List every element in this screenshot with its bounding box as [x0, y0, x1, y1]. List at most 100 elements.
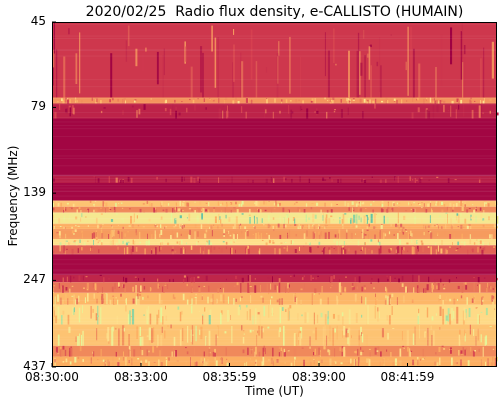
- spectrogram-streak: [326, 209, 329, 213]
- spectrogram-streak: [436, 362, 439, 367]
- spectrogram-streak: [320, 359, 323, 364]
- spectrogram-streak: [347, 203, 350, 206]
- spectrogram-streak: [252, 179, 254, 183]
- spectrogram-streak: [294, 203, 296, 205]
- spectrogram-streak: [52, 287, 55, 293]
- spectrogram-streak: [264, 209, 267, 212]
- spectrogram-streak: [115, 297, 117, 299]
- spectrogram-streak: [487, 242, 490, 246]
- spectrogram-streak: [493, 224, 496, 228]
- spectrogram-streak: [465, 212, 467, 221]
- spectrogram-streak: [163, 204, 166, 207]
- spectrogram-streak: [74, 202, 77, 207]
- spectrogram-streak: [112, 357, 114, 367]
- spectrogram-streak: [312, 330, 315, 334]
- spectrogram-streak: [361, 333, 364, 343]
- spectrogram-streak: [351, 201, 354, 205]
- spectrogram-streak: [321, 250, 324, 252]
- spectrogram-streak: [147, 306, 150, 321]
- spectrogram-streak: [489, 234, 491, 239]
- spectrogram-streak: [420, 179, 422, 183]
- spectrogram-streak: [182, 210, 184, 212]
- spectrogram-streak: [222, 357, 224, 358]
- spectrogram-streak: [388, 209, 390, 211]
- spectrogram-streak: [178, 239, 181, 241]
- spectrogram-streak: [214, 351, 216, 357]
- spectrogram-streak: [326, 111, 328, 119]
- spectrogram-streak: [230, 209, 232, 213]
- spectrogram-streak: [218, 239, 220, 241]
- spectrogram-streak: [492, 295, 495, 299]
- spectrogram-streak: [283, 176, 286, 182]
- spectrogram-streak: [221, 223, 223, 227]
- spectrogram-streak: [60, 297, 62, 305]
- spectrogram-streak: [75, 216, 78, 220]
- spectrogram-streak: [268, 292, 270, 295]
- spectrogram-streak: [79, 32, 81, 94]
- spectrogram-streak: [473, 282, 476, 292]
- spectrogram-streak: [288, 229, 291, 238]
- spectrogram-streak: [58, 218, 61, 224]
- spectrogram-streak: [318, 241, 321, 245]
- spectrogram-streak: [482, 248, 484, 250]
- spectrogram-streak: [316, 314, 319, 324]
- spectrogram-streak: [165, 99, 167, 103]
- spectrogram-streak: [465, 347, 467, 350]
- spectrogram-streak: [473, 242, 476, 245]
- spectrogram-streak: [366, 358, 368, 363]
- spectrogram-streak: [225, 203, 228, 207]
- spectrogram-streak: [172, 208, 174, 213]
- spectrogram-streak: [111, 327, 114, 346]
- spectrogram-streak: [478, 105, 481, 118]
- spectrogram-streak: [254, 278, 256, 280]
- spectrogram-streak: [394, 176, 395, 181]
- spectrogram-streak: [125, 40, 128, 62]
- spectrogram-streak: [197, 241, 199, 243]
- spectrogram-striation: [52, 102, 497, 104]
- spectrogram-streak: [65, 287, 68, 291]
- spectrogram-striation: [52, 174, 497, 176]
- spectrogram-streak: [246, 361, 248, 367]
- spectrogram-streak: [237, 306, 240, 316]
- spectrogram-streak: [410, 208, 412, 210]
- spectrogram-streak: [482, 346, 484, 357]
- spectrogram-streak: [124, 100, 126, 104]
- spectrogram-streak: [464, 333, 466, 342]
- spectrogram-streak: [99, 274, 102, 276]
- spectrogram-band: [52, 175, 497, 184]
- spectrogram-streak: [310, 275, 312, 281]
- plot-frame: [52, 22, 497, 367]
- spectrogram-streak: [59, 104, 61, 110]
- spectrogram-streak: [288, 287, 291, 293]
- spectrogram-streak: [427, 231, 430, 233]
- spectrogram-streak: [133, 213, 135, 223]
- spectrogram-streak: [287, 349, 289, 351]
- spectrogram-streak: [475, 215, 477, 223]
- spectrogram-striation: [52, 321, 497, 322]
- spectrogram-streak: [441, 226, 443, 229]
- spectrogram-streak: [186, 202, 189, 207]
- spectrogram-streak: [157, 294, 159, 303]
- spectrogram-streak: [196, 241, 198, 246]
- spectrogram-striation: [52, 338, 497, 340]
- spectrogram-streak: [338, 282, 341, 293]
- spectrogram-streak: [170, 235, 173, 239]
- x-tick-label: 08:33:00: [114, 370, 168, 384]
- spectrogram-streak: [125, 305, 127, 312]
- spectrogram-streak: [368, 358, 370, 367]
- spectrogram-streak: [115, 296, 117, 305]
- spectrogram-streak: [53, 226, 55, 229]
- spectrogram-streak: [289, 305, 292, 309]
- spectrogram-streak: [82, 330, 84, 346]
- spectrogram-streak: [235, 216, 238, 224]
- spectrogram-streak: [333, 275, 335, 279]
- spectrogram-streak: [256, 218, 258, 224]
- spectrogram-streak: [82, 242, 84, 246]
- spectrogram-streak: [69, 275, 72, 283]
- spectrogram-streak: [336, 296, 338, 305]
- spectrogram-streak: [192, 99, 195, 104]
- spectrogram-streak: [102, 359, 105, 362]
- spectrogram-streak: [304, 283, 305, 290]
- spectrogram-streak: [289, 209, 290, 213]
- spectrogram-streak: [96, 315, 99, 317]
